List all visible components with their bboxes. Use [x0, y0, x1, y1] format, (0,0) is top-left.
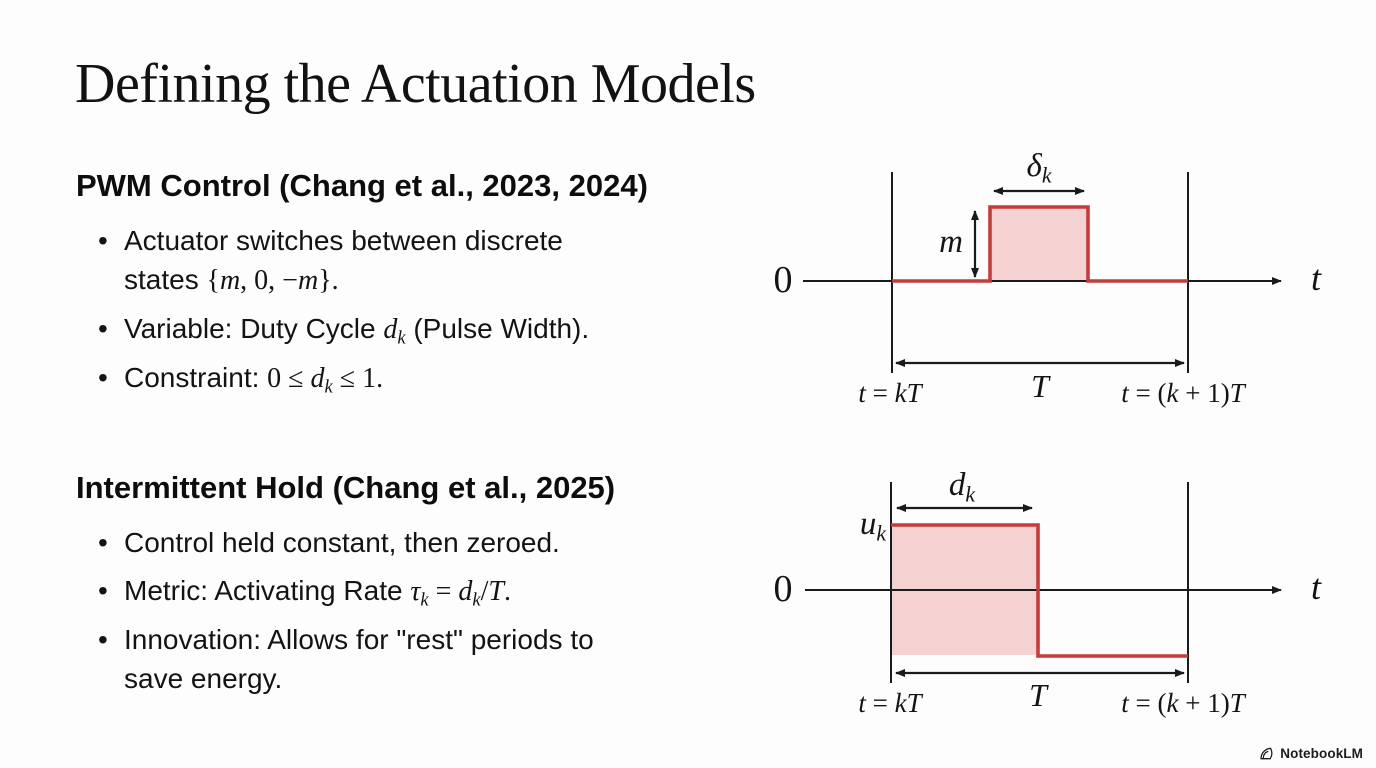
pwm-bullet-list: Actuator switches between discretestates…	[76, 221, 656, 398]
pwm-interval-end-label: t = (k + 1)T	[1121, 378, 1245, 408]
pwm-period-label: T	[1031, 368, 1049, 404]
pwm-amplitude-label: m	[939, 224, 963, 260]
hold-time-axis-label: t	[1310, 567, 1321, 607]
notebooklm-brand-text: NotebookLM	[1280, 746, 1363, 761]
bullet-item: Constraint: 0 ≤ dk ≤ 1.	[76, 358, 656, 398]
bullet-item: Variable: Duty Cycle dk (Pulse Width).	[76, 309, 656, 349]
hold-period-label: T	[1029, 677, 1047, 713]
section-pwm-heading: PWM Control (Chang et al., 2023, 2024)	[76, 168, 648, 203]
hold-interval-start-label: t = kT	[858, 688, 922, 718]
bullet-item: Actuator switches between discretestates…	[76, 221, 656, 300]
pwm-diagram	[803, 172, 1282, 373]
section-hold-heading: Intermittent Hold (Chang et al., 2025)	[76, 470, 616, 505]
hold-bullet-list: Control held constant, then zeroed. Metr…	[76, 523, 656, 698]
pwm-time-axis-label: t	[1310, 258, 1321, 298]
notebooklm-logo-icon	[1260, 747, 1273, 760]
pwm-interval-start-label: t = kT	[858, 378, 922, 408]
hold-width-label: dk	[948, 467, 976, 507]
pwm-pulse-fill	[990, 207, 1088, 281]
section-intermittent-hold: Intermittent Hold (Chang et al., 2025) C…	[76, 470, 676, 707]
pwm-waveform	[892, 205, 1188, 283]
bullet-item: Control held constant, then zeroed.	[76, 523, 656, 562]
hold-waveform	[891, 523, 1188, 658]
notebooklm-watermark: NotebookLM	[1259, 746, 1363, 761]
pwm-zero-label: 0	[773, 259, 793, 301]
bullet-item: Metric: Activating Rate τk = dk/T.	[76, 571, 656, 611]
section-pwm-control: PWM Control (Chang et al., 2023, 2024) A…	[76, 168, 676, 407]
bullet-item: Innovation: Allows for "rest" periods to…	[76, 620, 656, 698]
pwm-pulse-width-label: δk	[1026, 148, 1052, 188]
hold-diagram	[805, 482, 1282, 683]
slide-title: Defining the Actuation Models	[75, 53, 756, 115]
hold-interval-end-label: t = (k + 1)T	[1121, 688, 1245, 718]
hold-amplitude-label: uk	[859, 506, 886, 546]
hold-zero-label: 0	[773, 568, 793, 610]
